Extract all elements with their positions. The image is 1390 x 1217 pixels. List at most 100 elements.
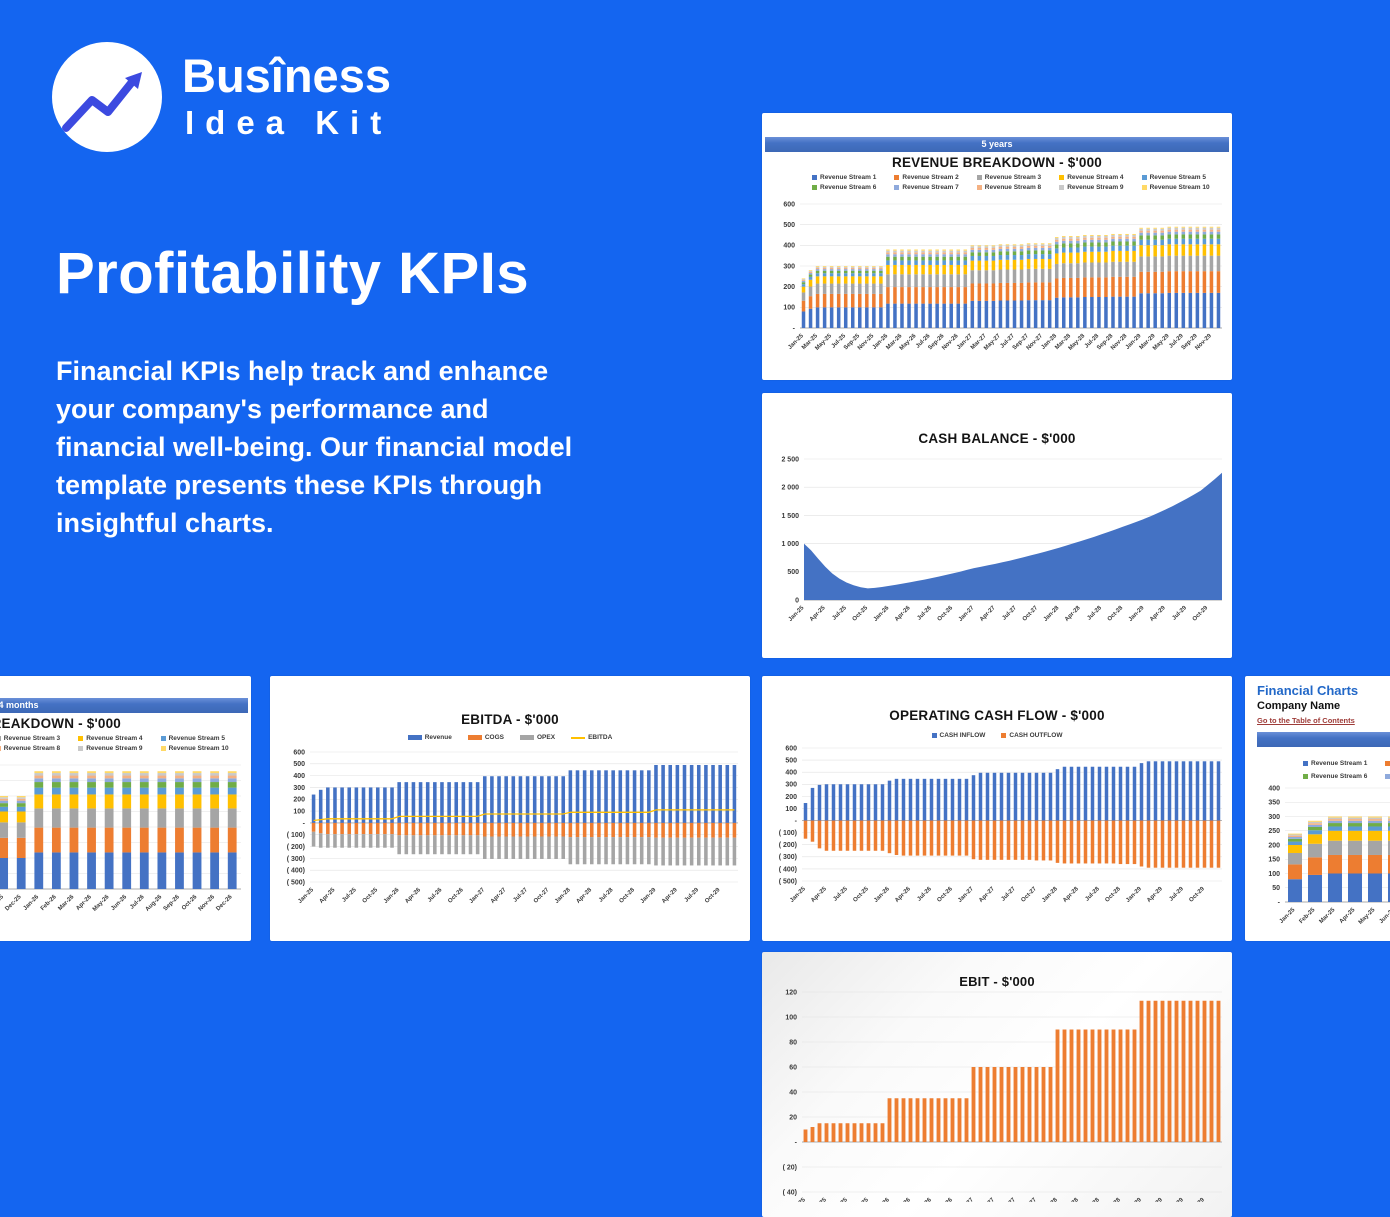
svg-text:( 500): ( 500) bbox=[287, 879, 305, 886]
trend-arrow-icon bbox=[62, 72, 142, 132]
legend-item: Revenue Stream 2 bbox=[1385, 760, 1390, 767]
svg-text:Apr-25: Apr-25 bbox=[1339, 907, 1357, 925]
svg-text:100: 100 bbox=[783, 305, 795, 312]
svg-text:Feb-26: Feb-26 bbox=[40, 894, 58, 912]
revenue-breakdown-12m-plot: - 50 100 150 200 250 300 350 400 Jan-25 Feb-25 Mar-… bbox=[1268, 785, 1390, 926]
svg-text:Jul-26: Jul-26 bbox=[427, 887, 444, 904]
ebit-card: EBIT - $'000 ( 40)( 20)-20406080100120Ja… bbox=[762, 952, 1232, 1217]
svg-text:1 000: 1 000 bbox=[781, 541, 799, 548]
legend-swatch-icon bbox=[812, 175, 817, 180]
brand-name-line2: Idea Kit bbox=[185, 104, 393, 141]
svg-text:Jan-28: Jan-28 bbox=[1041, 1197, 1059, 1202]
svg-text:400: 400 bbox=[1268, 785, 1280, 792]
svg-text:Apr-29: Apr-29 bbox=[1149, 605, 1167, 623]
svg-text:Jul-26: Jul-26 bbox=[916, 1197, 933, 1202]
svg-text:Nov-26: Nov-26 bbox=[198, 894, 217, 913]
svg-text:200: 200 bbox=[785, 794, 797, 801]
svg-text:Mar-25: Mar-25 bbox=[1318, 907, 1336, 925]
svg-text:( 100): ( 100) bbox=[287, 832, 305, 839]
svg-text:Dec-25: Dec-25 bbox=[4, 894, 23, 913]
svg-text:Jul-28: Jul-28 bbox=[598, 887, 615, 904]
legend-label: Revenue Stream 8 bbox=[3, 745, 61, 752]
svg-text:250: 250 bbox=[1268, 828, 1280, 835]
legend-label: Revenue Stream 5 bbox=[168, 735, 225, 742]
svg-text:Nov-25: Nov-25 bbox=[0, 894, 6, 913]
svg-text:Jan-25: Jan-25 bbox=[1279, 907, 1297, 925]
svg-text:May-25: May-25 bbox=[1358, 907, 1377, 926]
svg-text:20: 20 bbox=[789, 1114, 797, 1121]
svg-text:Jan-28: Jan-28 bbox=[554, 887, 572, 905]
svg-text:Apr-26: Apr-26 bbox=[404, 887, 422, 905]
legend-item: Revenue Stream 5 bbox=[1141, 174, 1224, 181]
svg-text:Jan-27: Jan-27 bbox=[957, 886, 975, 904]
operating-cash-flow-card: OPERATING CASH FLOW - $'000 CASH INFLOW C… bbox=[762, 676, 1232, 941]
svg-text:300: 300 bbox=[293, 785, 305, 792]
legend-item: EBITDA bbox=[571, 734, 612, 741]
svg-text:Jul-27: Jul-27 bbox=[1000, 886, 1017, 903]
svg-text:1 500: 1 500 bbox=[781, 513, 799, 520]
svg-text:Jan-29: Jan-29 bbox=[640, 887, 658, 905]
brand-logo bbox=[52, 42, 162, 152]
svg-text:350: 350 bbox=[1268, 800, 1280, 807]
legend-item: Revenue Stream 10 bbox=[1141, 184, 1224, 191]
legend-swatch-icon bbox=[160, 746, 166, 751]
legend-swatch-icon bbox=[520, 735, 534, 740]
legend-swatch-icon bbox=[0, 736, 1, 741]
svg-text:Oct-25: Oct-25 bbox=[852, 605, 870, 623]
cash-balance-card: CASH BALANCE - $'000 0 500 1 000 1 500 2 000… bbox=[762, 393, 1232, 658]
svg-text:Jul-27: Jul-27 bbox=[1001, 605, 1018, 622]
period-ribbon: 5 years bbox=[765, 137, 1229, 152]
legend-label: OPEX bbox=[537, 734, 556, 741]
table-of-contents-link[interactable]: Go to the Table of Contents bbox=[1257, 716, 1355, 725]
svg-text:300: 300 bbox=[783, 263, 795, 270]
legend-item: Revenue Stream 9 bbox=[78, 745, 160, 752]
svg-text:Apr-28: Apr-28 bbox=[1062, 886, 1080, 904]
svg-text:Mar-26: Mar-26 bbox=[57, 894, 75, 912]
revenue-breakdown-5y-card: 5 years REVENUE BREAKDOWN - $'000 Revenu… bbox=[762, 113, 1232, 380]
svg-text:Apr-29: Apr-29 bbox=[1146, 1197, 1164, 1202]
chart-legend: CASH INFLOW CASH OUTFLOW bbox=[762, 732, 1232, 739]
svg-text:Jul-27: Jul-27 bbox=[1000, 1197, 1017, 1202]
chart-legend: Revenue COGS OPEX EBITDA bbox=[270, 734, 750, 741]
svg-text:500: 500 bbox=[785, 757, 797, 764]
legend-swatch-icon bbox=[1303, 761, 1308, 766]
legend-item: Revenue Stream 2 bbox=[894, 174, 976, 181]
svg-text:Apr-26: Apr-26 bbox=[75, 894, 93, 912]
revenue-breakdown-5y-plot: -100200300400500600Jan-25Mar-25May-25Jul… bbox=[783, 201, 1222, 352]
chart-legend: Revenue Stream 1 Revenue Stream 2 Revenue … bbox=[812, 174, 1224, 191]
legend-label: Revenue Stream 10 bbox=[168, 745, 229, 752]
svg-text:-: - bbox=[795, 1139, 798, 1146]
legend-swatch-icon bbox=[78, 736, 84, 741]
svg-text:Jun-25: Jun-25 bbox=[1378, 907, 1390, 925]
svg-text:Apr-28: Apr-28 bbox=[575, 887, 593, 905]
svg-text:Jan-26: Jan-26 bbox=[873, 605, 891, 623]
svg-text:Oct-25: Oct-25 bbox=[852, 886, 870, 904]
operating-cash-flow-plot: ( 500) ( 400) ( 300) ( 200) ( 100) - 100 200 300… bbox=[779, 745, 1222, 904]
svg-text:500: 500 bbox=[293, 761, 305, 768]
svg-text:Apr-25: Apr-25 bbox=[809, 605, 827, 623]
svg-text:( 40): ( 40) bbox=[783, 1189, 797, 1196]
svg-text:Jul-29: Jul-29 bbox=[1168, 1197, 1185, 1202]
svg-text:-: - bbox=[1278, 899, 1281, 906]
svg-text:Oct-26: Oct-26 bbox=[936, 1197, 954, 1202]
svg-text:2 000: 2 000 bbox=[781, 485, 799, 492]
svg-text:Apr-28: Apr-28 bbox=[1062, 1197, 1080, 1202]
svg-text:Jan-25: Jan-25 bbox=[789, 1197, 807, 1202]
period-ribbon bbox=[1257, 732, 1390, 747]
chart-title: OPERATING CASH FLOW - $'000 bbox=[889, 708, 1105, 723]
legend-item: Revenue Stream 10 bbox=[160, 745, 243, 752]
legend-label: Revenue Stream 9 bbox=[86, 745, 143, 752]
legend-swatch-icon bbox=[467, 735, 482, 740]
svg-text:120: 120 bbox=[785, 989, 797, 996]
legend-item: Revenue Stream 7 bbox=[894, 184, 976, 191]
svg-text:Jan-29: Jan-29 bbox=[1125, 886, 1143, 904]
legend-label: Revenue Stream 10 bbox=[1149, 184, 1210, 191]
svg-text:Nov-29: Nov-29 bbox=[1194, 333, 1213, 352]
legend-label: Revenue Stream 1 bbox=[1311, 760, 1368, 767]
svg-text:Jan-25: Jan-25 bbox=[297, 887, 315, 905]
legend-swatch-icon bbox=[160, 736, 166, 741]
legend-swatch-icon bbox=[78, 746, 84, 751]
svg-text:Apr-26: Apr-26 bbox=[894, 1197, 912, 1202]
svg-text:( 500): ( 500) bbox=[779, 878, 797, 885]
legend-swatch-icon bbox=[0, 746, 1, 751]
